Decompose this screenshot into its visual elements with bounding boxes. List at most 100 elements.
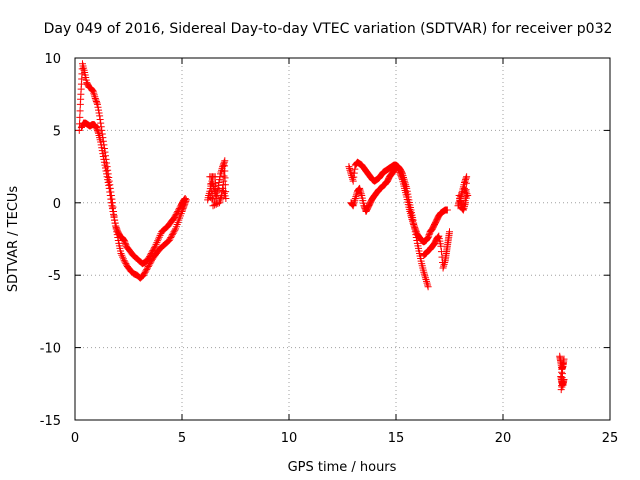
data-point (408, 215, 416, 223)
data-point (424, 283, 432, 291)
data-point (95, 106, 103, 114)
grid-lines (75, 58, 610, 420)
data-point (105, 184, 113, 192)
data-point (349, 202, 357, 210)
data-point (105, 181, 113, 189)
data-point (121, 239, 129, 247)
data-point (351, 165, 359, 173)
data-point (101, 161, 109, 169)
data-point (559, 360, 567, 368)
data-point (395, 165, 403, 173)
data-point (165, 236, 173, 244)
data-point (349, 177, 357, 185)
data-point (105, 177, 113, 185)
data-points (75, 60, 568, 394)
data-point (409, 217, 417, 225)
data-point (222, 188, 230, 196)
data-point (110, 210, 118, 218)
data-point (171, 212, 179, 220)
data-point (356, 186, 364, 194)
data-point (90, 91, 98, 99)
data-point (108, 202, 116, 210)
data-point (109, 207, 117, 215)
data-point (107, 195, 115, 203)
data-point (122, 260, 130, 268)
data-point (420, 268, 428, 276)
data-point (217, 168, 225, 176)
data-point (217, 195, 225, 203)
x-tick-label: 20 (495, 431, 512, 446)
data-point (396, 170, 404, 178)
data-point (120, 257, 128, 265)
data-point (104, 179, 112, 187)
data-point (96, 116, 104, 124)
data-point (560, 355, 568, 363)
data-point (117, 249, 125, 257)
data-point (425, 232, 433, 240)
x-tick-label: 25 (602, 431, 619, 446)
data-point (558, 368, 566, 376)
data-point (166, 235, 174, 243)
data-point (421, 274, 429, 282)
data-point (420, 270, 428, 278)
data-point (113, 225, 121, 233)
data-point (410, 222, 418, 230)
data-point (396, 168, 404, 176)
data-point (423, 235, 431, 243)
data-point (153, 239, 161, 247)
data-point (350, 200, 358, 208)
data-point (96, 112, 104, 120)
data-point (412, 226, 420, 234)
y-axis-label: SDTVAR / TECUs (6, 186, 21, 293)
data-point (208, 190, 216, 198)
data-point (171, 226, 179, 234)
data-point (446, 228, 453, 236)
data-point (121, 238, 129, 246)
chart-title: Day 049 of 2016, Sidereal Day-to-day VTE… (44, 21, 613, 37)
data-point (119, 253, 127, 261)
data-point (92, 96, 100, 104)
data-point (220, 177, 228, 185)
data-point (97, 141, 105, 149)
data-point (349, 201, 357, 209)
data-point (434, 234, 442, 242)
data-point (439, 264, 447, 272)
data-point (97, 138, 105, 146)
data-point (93, 99, 101, 107)
data-point (76, 113, 84, 121)
data-point (217, 193, 225, 201)
data-point (98, 147, 106, 155)
data-point (424, 281, 432, 289)
data-point (104, 176, 112, 184)
data-point (112, 222, 120, 230)
data-point (98, 144, 106, 152)
data-point (144, 263, 152, 271)
data-point (114, 236, 122, 244)
data-point (154, 235, 162, 243)
x-tick-label: 0 (71, 431, 79, 446)
data-point (148, 248, 156, 256)
data-point (145, 261, 153, 269)
data-point (215, 179, 223, 187)
data-point (97, 119, 105, 127)
data-point (215, 186, 223, 194)
data-point (108, 205, 116, 213)
data-point (425, 231, 433, 239)
data-point (441, 259, 449, 267)
data-point (94, 103, 102, 111)
data-point (147, 249, 155, 257)
data-point (151, 242, 159, 250)
data-point (168, 231, 176, 239)
data-point (110, 213, 118, 221)
data-point (221, 174, 229, 182)
data-point (167, 234, 175, 242)
data-point (411, 225, 419, 233)
y-tick-label: -15 (40, 414, 61, 429)
data-point (440, 260, 448, 268)
data-point (102, 167, 110, 175)
data-point (434, 233, 442, 241)
data-point (398, 174, 406, 182)
data-point (141, 268, 149, 276)
data-point (168, 232, 176, 240)
data-point (171, 213, 179, 221)
